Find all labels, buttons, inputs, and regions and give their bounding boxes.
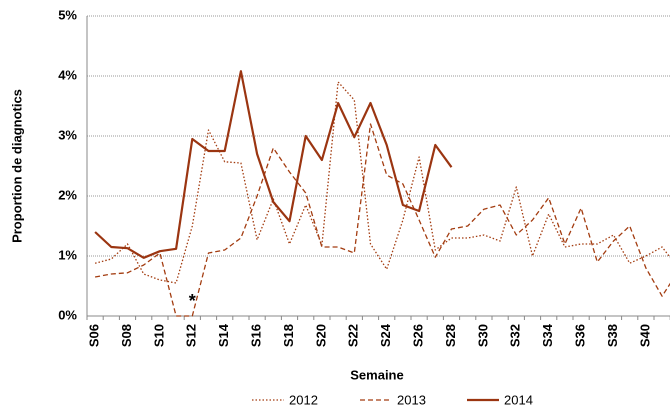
x-tick-label: S18 [281, 324, 296, 347]
y-tick-label: 0% [58, 307, 77, 322]
y-axis-title: Proportion de diagnotics [9, 89, 24, 243]
legend-label: 2013 [397, 392, 426, 407]
y-tick-label: 2% [58, 187, 77, 202]
x-tick-label: S40 [637, 324, 652, 347]
x-tick-label: S20 [313, 324, 328, 347]
series-line [94, 81, 670, 284]
x-tick-label: S14 [216, 323, 231, 347]
x-tick-label: S24 [378, 323, 393, 347]
legend-label: 2014 [504, 392, 533, 407]
y-tick-label: 1% [58, 247, 77, 262]
y-tick-label: 4% [58, 67, 77, 82]
x-tick-label: S10 [151, 324, 166, 347]
x-tick-label: S36 [573, 324, 588, 347]
x-tick-label: S32 [508, 324, 523, 347]
x-tick-label: S34 [540, 323, 555, 347]
x-tick-label: S08 [119, 324, 134, 347]
legend-label: 2012 [289, 392, 318, 407]
x-tick-label: S12 [184, 324, 199, 347]
x-tick-label: S30 [475, 324, 490, 347]
series-line [94, 70, 453, 259]
x-tick-label: S06 [87, 324, 102, 347]
y-tick-label: 5% [58, 7, 77, 22]
annotation: * [189, 291, 196, 311]
x-tick-label: S38 [605, 324, 620, 347]
x-tick-label: S16 [249, 324, 264, 347]
x-tick-label: S22 [346, 324, 361, 347]
y-tick-label: 3% [58, 127, 77, 142]
x-axis-title: Semaine [350, 367, 403, 382]
x-tick-label: S28 [443, 324, 458, 347]
series-line [94, 123, 670, 317]
x-tick-label: S26 [411, 324, 426, 347]
